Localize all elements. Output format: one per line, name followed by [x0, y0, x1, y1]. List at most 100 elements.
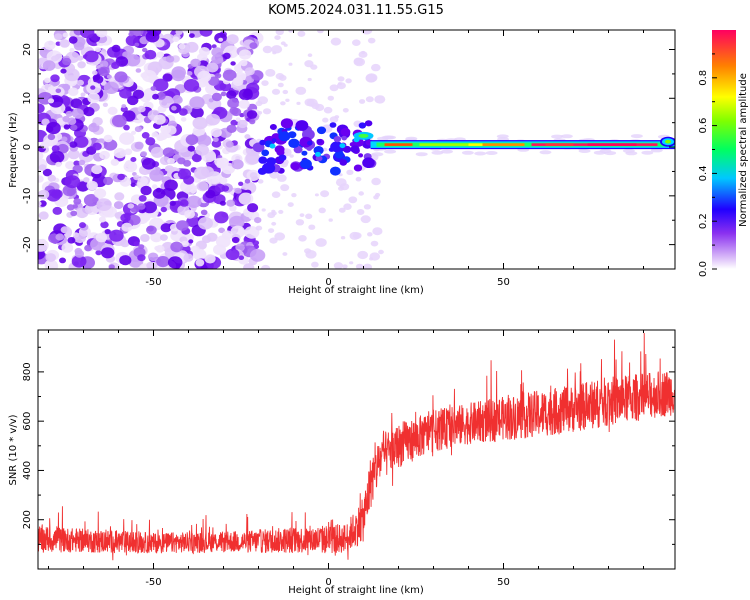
heatmap-blob: [352, 39, 361, 46]
heatmap-blob: [38, 211, 49, 220]
heatmap-blob: [345, 78, 352, 84]
heatmap-blob: [65, 161, 75, 170]
heatmap-blob: [134, 42, 140, 47]
heatmap-blob: [496, 134, 509, 139]
heatmap-blob: [153, 114, 166, 125]
heatmap-blob: [135, 68, 142, 73]
heatmap-blob: [322, 147, 328, 152]
heatmap-blob: [130, 182, 136, 187]
heatmap-blob: [67, 149, 80, 160]
heatmap-blob: [238, 255, 245, 260]
heatmap-blob: [230, 119, 238, 126]
signal-line-hot: [468, 143, 483, 146]
heatmap-blob: [278, 154, 287, 161]
heatmap-blob: [289, 154, 294, 158]
heatmap-blob: [220, 91, 227, 97]
heatmap-blob: [95, 47, 101, 53]
heatmap-blob: [307, 140, 313, 146]
heatmap-blob: [120, 106, 128, 113]
snr-xlabel: Height of straight line (km): [288, 585, 424, 596]
heatmap-blob: [282, 89, 289, 95]
heatmap-blob: [295, 120, 309, 131]
heatmap-blob: [156, 51, 165, 58]
heatmap-blob: [61, 83, 71, 91]
heatmap-blob: [641, 150, 654, 155]
heatmap-blob: [208, 98, 214, 103]
heatmap-blob: [92, 70, 98, 75]
heatmap-blob: [206, 62, 219, 73]
heatmap-blob: [372, 227, 383, 236]
heatmap-blob: [156, 256, 170, 268]
signal-line-hot: [587, 143, 637, 146]
heatmap-blob: [92, 142, 102, 151]
heatmap-blob: [249, 42, 258, 49]
heatmap-blob: [342, 264, 348, 269]
heatmap-blob: [329, 116, 339, 123]
heatmap-blob: [288, 138, 300, 148]
heatmap-blob: [145, 137, 156, 146]
heatmap-blob: [190, 58, 201, 68]
heatmap-blob: [578, 149, 591, 153]
heatmap-blob: [338, 173, 343, 177]
heatmap-blob: [295, 86, 307, 95]
heatmap-blob: [133, 174, 140, 181]
heatmap-blob: [150, 232, 163, 243]
heatmap-blob: [84, 244, 92, 252]
heatmap-blob: [328, 218, 333, 222]
heatmap-blob: [199, 30, 213, 37]
heatmap-blob: [195, 144, 209, 156]
heatmap-blob: [330, 166, 341, 176]
heatmap-blob: [278, 131, 291, 142]
heatmap-blob: [83, 194, 99, 207]
heatmap-blob: [95, 250, 102, 256]
heatmap-blob: [244, 67, 255, 76]
heatmap-blob: [431, 150, 444, 155]
heatmap-blob: [140, 234, 150, 242]
heatmap-blob: [355, 263, 364, 269]
heatmap-blob: [630, 134, 643, 139]
heatmap-blob: [288, 62, 293, 66]
heatmap-blob: [341, 135, 348, 141]
snr-frame: [37, 329, 676, 570]
heatmap-blob: [249, 118, 256, 125]
heatmap-blob: [69, 141, 78, 148]
heatmap-blob: [194, 166, 210, 180]
heatmap-blob: [318, 207, 326, 214]
heatmap-blob: [222, 52, 231, 60]
heatmap-blob: [198, 217, 213, 230]
heatmap-blob: [315, 151, 321, 157]
spectrogram-xtick-label: 50: [497, 277, 510, 288]
heatmap-blob: [183, 253, 194, 262]
heatmap-blob: [381, 135, 394, 140]
heatmap-blob: [284, 150, 289, 154]
heatmap-blob: [38, 189, 50, 200]
heatmap-blob: [47, 174, 56, 182]
heatmap-blob: [307, 53, 313, 57]
heatmap-blob: [140, 72, 148, 79]
heatmap-blob: [283, 43, 288, 47]
heatmap-blob: [136, 113, 144, 120]
heatmap-blob: [348, 196, 358, 204]
heatmap-blob: [62, 115, 70, 123]
heatmap-blob: [83, 177, 90, 183]
heatmap-blob: [237, 119, 248, 129]
heatmap-blob: [231, 159, 244, 170]
heatmap-blob: [271, 191, 281, 198]
snr-xtick-label: 0: [325, 577, 331, 588]
heatmap-blob: [150, 146, 164, 158]
heatmap-blob: [137, 254, 146, 262]
heatmap-blob: [101, 48, 107, 54]
heatmap-blob: [371, 177, 381, 186]
heatmap-blob: [323, 106, 333, 114]
heatmap-blob: [67, 237, 76, 244]
heatmap-blob: [103, 81, 119, 95]
heatmap-blob: [76, 181, 90, 192]
heatmap-blob: [47, 98, 55, 104]
heatmap-blob: [355, 176, 362, 182]
heatmap-blob: [114, 192, 125, 201]
heatmap-blob: [66, 188, 76, 196]
heatmap-blob: [274, 145, 285, 154]
heatmap-blob: [93, 75, 104, 84]
snr-ytick-label: 600: [22, 412, 33, 431]
